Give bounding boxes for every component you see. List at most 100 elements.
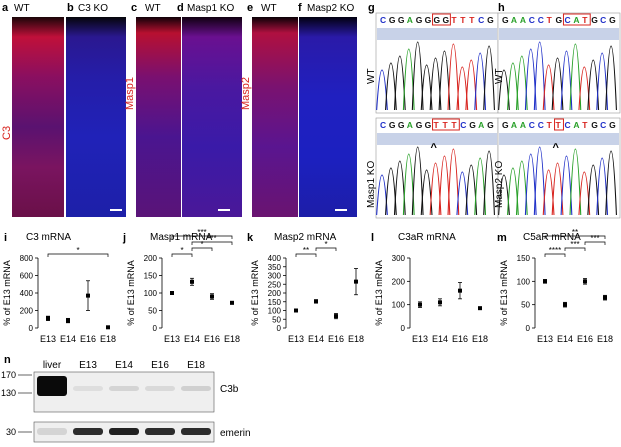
sig-bracket [171,253,193,257]
data-point [66,318,70,323]
base-call: C [600,120,606,130]
mutation-box [432,118,460,131]
panel-c-letter: c [131,2,138,14]
panel-j-letter: j [123,232,127,244]
data-point [334,314,338,319]
panel-c-image [136,17,181,217]
sig-bracket [191,247,213,251]
panel-h-letter: h [498,2,505,14]
x-tick-label: E14 [557,334,573,344]
y-tick-label: 400 [20,289,34,298]
caret-marker: ^ [553,142,560,154]
panel-m-letter: m [497,232,507,244]
base-call: G [389,15,396,25]
sig-label: *** [197,228,206,237]
chart-title: C3 mRNA [26,232,71,243]
chart-j: Masp1 mRNA 0 50 100 150 200 % of E13 mRNA E13 E1… [126,228,240,344]
panel-d-header: Masp1 KO [187,3,235,14]
y-axis-label: % of E13 mRNA [250,260,260,326]
lane-label: E13 [79,360,97,371]
base-call: G [416,120,423,130]
chart-title: C3aR mRNA [398,232,456,243]
base-call: G [389,120,396,130]
panel-f-letter: f [298,2,302,14]
base-call: A [478,120,484,130]
base-call: T [434,120,440,130]
data-point [86,293,90,298]
sig-bracket [191,241,233,245]
sig-bracket [315,247,337,251]
panel-c-header: WT [145,3,161,14]
data-point [458,288,462,293]
base-call: C [380,15,386,25]
x-tick-label: E16 [577,334,593,344]
y-tick-label: 150 [517,254,531,263]
trace-peak [569,43,582,111]
base-call: A [511,120,517,130]
data-point [478,306,482,311]
trace-peak [569,148,582,216]
top-blot-label: C3b [220,384,239,395]
panel-f-image [299,17,357,217]
base-call: T [469,15,475,25]
sig-bracket [544,253,566,257]
y-tick-label: 800 [20,254,34,263]
y-tick-label: 600 [20,272,34,281]
x-tick-label: E16 [80,334,96,344]
base-call: G [502,120,509,130]
mrna-charts: C3 mRNA 0 200 400 600 800 % of E13 mRNA E13 E14 E… [2,228,613,344]
data-point [190,279,194,284]
trace-peak [533,146,546,216]
chart-title: C5aR mRNA [523,232,581,243]
base-call: G [425,120,432,130]
sig-bracket [47,253,109,257]
mw-label: 30 [6,427,16,437]
base-call: G [591,15,598,25]
base-call: A [511,15,517,25]
g-wt-label: WT [366,68,377,84]
caret-marker: ^ [431,142,438,154]
y-tick-label: 200 [20,307,34,316]
data-point [170,291,174,295]
g-ko-label: Masp1 KO [366,160,377,208]
base-call: A [407,15,413,25]
mw-label: 130 [1,388,16,398]
base-call: T [547,120,553,130]
panel-a-image [12,17,64,217]
panel-g-letter: g [368,2,375,14]
y-axis-label: % of E13 mRNA [126,260,136,326]
sig-bracket [295,253,317,257]
y-tick-label: 200 [268,289,282,298]
y-tick-label: 100 [517,277,531,286]
aa-band [499,133,619,145]
bottom-blot-label: emerin [220,428,251,439]
sig-label: * [76,246,79,255]
western-blot: liver E13 E14 E16 E18 C3b 170 130 emerin 30 [1,360,251,443]
mutation-box [562,13,591,26]
mutation-box [554,118,564,131]
data-point [438,300,442,305]
base-call: G [487,15,494,25]
panel-a-letter: a [2,2,9,14]
x-tick-label: E16 [204,334,220,344]
emerin-band [37,428,67,435]
base-call: T [547,15,553,25]
panel-k-letter: k [247,232,254,244]
base-call: T [442,120,448,130]
base-call: T [582,120,588,130]
data-point [418,302,422,307]
trace-peak [483,150,495,216]
base-call: A [407,120,413,130]
data-point [543,279,547,284]
x-tick-label: E18 [472,334,488,344]
x-tick-label: E18 [348,334,364,344]
side-label-masp2: Masp2 [240,76,252,110]
trace-peak [447,43,460,111]
y-tick-label: 300 [392,254,406,263]
emerin-band [73,428,103,435]
x-tick-label: E14 [432,334,448,344]
x-tick-label: E16 [328,334,344,344]
base-call: G [416,15,423,25]
base-call: C [538,120,544,130]
emerin-band [145,428,175,435]
